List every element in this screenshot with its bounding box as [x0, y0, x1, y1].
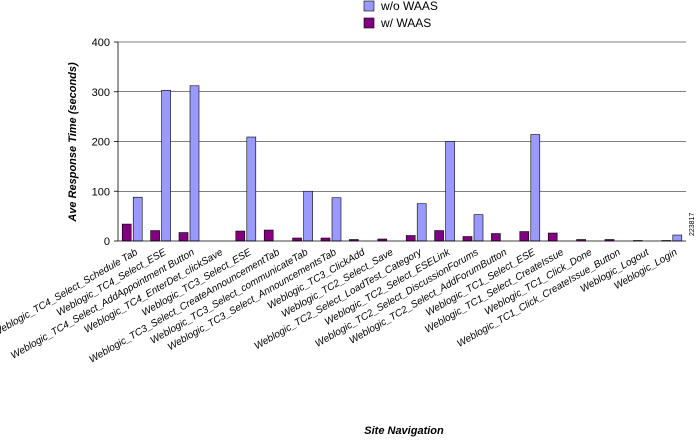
axes: [114, 41, 686, 242]
bar-without-waas: [161, 89, 171, 242]
bar-with-waas: [235, 230, 246, 242]
y-axis-title: Ave Response Time (seconds): [67, 62, 79, 223]
bar-with-waas: [491, 233, 501, 242]
y-tick-labels: 0 100 200 300 400: [92, 37, 110, 248]
gridlines: [118, 41, 686, 192]
x-category-labels: Weblogic_TC4_Select_Schedule TabWeblogic…: [0, 246, 680, 365]
legend-label-with-waas: w/ WAAS: [380, 16, 431, 30]
y-tick-label: 0: [104, 236, 110, 248]
bar-without-waas: [132, 196, 143, 242]
legend-swatch-with-waas: [363, 17, 375, 29]
bar-without-waas: [331, 197, 342, 242]
bar-with-waas: [121, 223, 132, 242]
bar-without-waas: [473, 214, 484, 242]
bar-with-waas: [434, 230, 444, 242]
legend-swatch-without-waas: [363, 0, 375, 12]
bar-without-waas: [189, 85, 200, 242]
legend: w/o WAAS w/ WAAS: [363, 0, 438, 30]
bars: [121, 85, 683, 242]
bar-with-waas: [150, 230, 160, 242]
bar-without-waas: [416, 203, 427, 242]
bar-with-waas: [292, 237, 302, 242]
bar-without-waas: [246, 136, 257, 242]
bar-without-waas: [303, 190, 313, 242]
bar-with-waas: [547, 232, 558, 242]
bar-with-waas: [263, 229, 274, 242]
y-tick-label: 200: [92, 137, 110, 149]
y-tick-label: 300: [92, 87, 110, 99]
bar-with-waas: [405, 235, 416, 242]
bar-with-waas: [320, 237, 331, 242]
bar-with-waas: [462, 236, 473, 242]
bar-without-waas: [445, 141, 455, 242]
bar-with-waas: [178, 232, 189, 242]
y-tick-label: 400: [92, 37, 110, 49]
legend-label-without-waas: w/o WAAS: [380, 0, 438, 13]
bar-without-waas: [672, 234, 683, 242]
figure-code: 223817: [689, 213, 696, 236]
bar-with-waas: [519, 231, 530, 242]
bar-without-waas: [530, 134, 541, 242]
x-axis-title: Site Navigation: [364, 425, 444, 437]
y-tick-label: 100: [92, 186, 110, 198]
